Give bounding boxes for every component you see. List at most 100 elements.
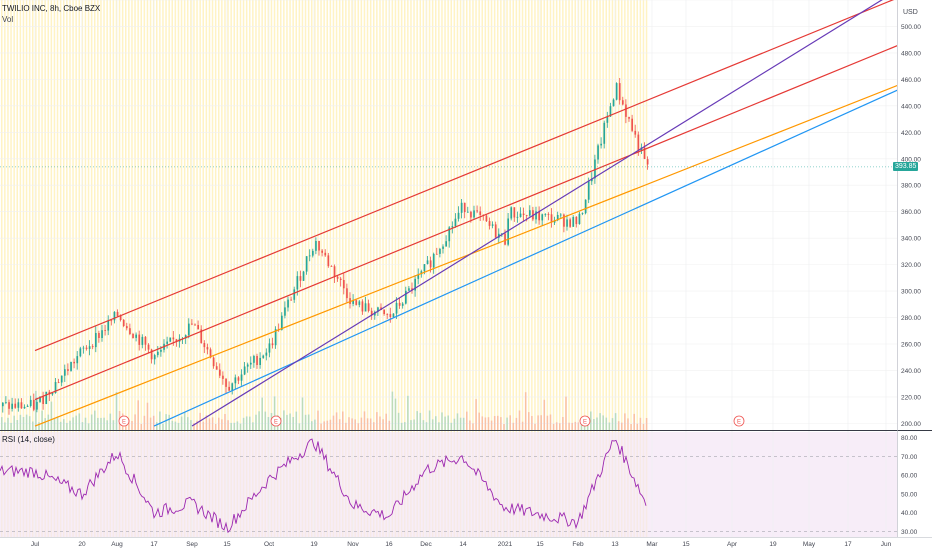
session-stripe bbox=[134, 0, 136, 537]
candle bbox=[395, 297, 398, 320]
candle-body bbox=[8, 402, 10, 409]
trend-line-support_blue bbox=[153, 73, 932, 427]
candle bbox=[408, 285, 410, 291]
session-stripe bbox=[121, 0, 124, 537]
candle-body bbox=[160, 349, 162, 352]
candle bbox=[312, 248, 314, 258]
volume-bar bbox=[639, 417, 642, 430]
volume-label[interactable]: Vol bbox=[2, 15, 14, 24]
candle-body bbox=[147, 344, 150, 350]
candle-body bbox=[429, 260, 432, 268]
volume-bar bbox=[373, 422, 375, 430]
candle-body bbox=[361, 301, 364, 312]
session-stripe bbox=[239, 0, 242, 537]
candle-body bbox=[107, 320, 110, 331]
candle bbox=[510, 206, 513, 221]
session-stripe bbox=[506, 0, 508, 537]
session-stripe bbox=[286, 0, 288, 537]
trend-line-channel bbox=[34, 30, 932, 401]
candle-body bbox=[113, 311, 116, 321]
candle-body bbox=[606, 116, 609, 123]
session-stripe bbox=[16, 0, 18, 537]
session-stripe bbox=[280, 0, 282, 537]
volume-bar bbox=[28, 416, 31, 430]
price-tick-label: 320.00 bbox=[901, 262, 921, 269]
candle bbox=[305, 256, 308, 275]
candle bbox=[439, 247, 441, 258]
candle bbox=[259, 352, 261, 369]
session-stripe bbox=[162, 0, 164, 537]
candle bbox=[535, 206, 537, 224]
candle bbox=[36, 397, 38, 413]
session-stripe bbox=[47, 0, 49, 537]
price-tick-label: 280.00 bbox=[901, 315, 921, 322]
trend-lines bbox=[34, 0, 932, 427]
candle bbox=[101, 324, 103, 342]
volume-bar bbox=[366, 418, 369, 430]
candle-body bbox=[119, 316, 122, 320]
time-tick-label: 19 bbox=[769, 541, 777, 548]
volume-bar bbox=[239, 423, 242, 430]
session-stripe bbox=[146, 0, 149, 537]
candle-body bbox=[423, 264, 426, 272]
volume-bar bbox=[534, 423, 536, 430]
price-tick-label: 360.00 bbox=[901, 209, 921, 216]
session-stripe bbox=[183, 0, 186, 537]
volume-bar bbox=[596, 417, 598, 430]
volume-bar bbox=[84, 417, 87, 430]
candle bbox=[581, 212, 584, 216]
candle-body bbox=[234, 377, 237, 384]
candle-body bbox=[98, 333, 100, 338]
volume-bar bbox=[630, 424, 632, 430]
session-stripe bbox=[577, 0, 580, 537]
candle bbox=[33, 393, 35, 412]
rsi-label[interactable]: RSI (14, close) bbox=[2, 435, 55, 444]
session-stripe bbox=[487, 0, 490, 537]
volume-bar bbox=[16, 420, 19, 430]
volume-bar bbox=[87, 423, 90, 430]
candle-body bbox=[172, 337, 175, 340]
volume-bar bbox=[462, 417, 465, 430]
volume-bar bbox=[577, 422, 580, 430]
candle bbox=[572, 215, 575, 227]
time-axis: Jul 20 Aug 17 Sep 15 Oct 19 Nov 16 Dec 14 2021 15 Feb 1… bbox=[31, 541, 892, 548]
session-stripe bbox=[289, 0, 291, 537]
volume-bar bbox=[568, 422, 570, 430]
session-stripe bbox=[53, 0, 56, 537]
candle-body bbox=[330, 266, 333, 267]
session-stripe bbox=[580, 0, 583, 537]
candle-body bbox=[324, 252, 327, 256]
candle-body bbox=[355, 300, 358, 305]
volume-bar bbox=[13, 415, 15, 430]
volume-bar bbox=[230, 422, 232, 430]
price-tick-label: 260.00 bbox=[901, 342, 921, 349]
volume-bar bbox=[466, 411, 468, 430]
candle bbox=[386, 313, 389, 319]
candle-body bbox=[454, 218, 457, 227]
session-stripe bbox=[66, 0, 68, 537]
candle bbox=[23, 404, 26, 409]
session-stripe bbox=[165, 0, 167, 537]
session-stripe bbox=[227, 0, 229, 537]
session-stripe bbox=[109, 0, 111, 537]
volume-bar bbox=[369, 418, 372, 430]
earnings-marker: E bbox=[270, 415, 282, 427]
rsi-tick-label: 30.00 bbox=[901, 529, 918, 536]
session-stripe bbox=[453, 0, 456, 537]
candle-body bbox=[209, 349, 212, 358]
candle bbox=[361, 299, 364, 315]
session-stripe bbox=[521, 0, 524, 537]
earnings-circle bbox=[733, 415, 745, 427]
candle-body bbox=[101, 330, 103, 338]
candle-body bbox=[222, 375, 224, 379]
session-stripe bbox=[149, 0, 152, 537]
volume-bar bbox=[391, 391, 394, 430]
session-stripe bbox=[397, 0, 400, 537]
session-stripe bbox=[214, 0, 217, 537]
session-stripe bbox=[515, 0, 518, 537]
session-stripe bbox=[586, 0, 589, 537]
candle-body bbox=[600, 143, 602, 146]
symbol-title[interactable]: TWILIO INC, 8h, Cboe BZX bbox=[2, 4, 101, 13]
session-stripe bbox=[391, 0, 394, 537]
